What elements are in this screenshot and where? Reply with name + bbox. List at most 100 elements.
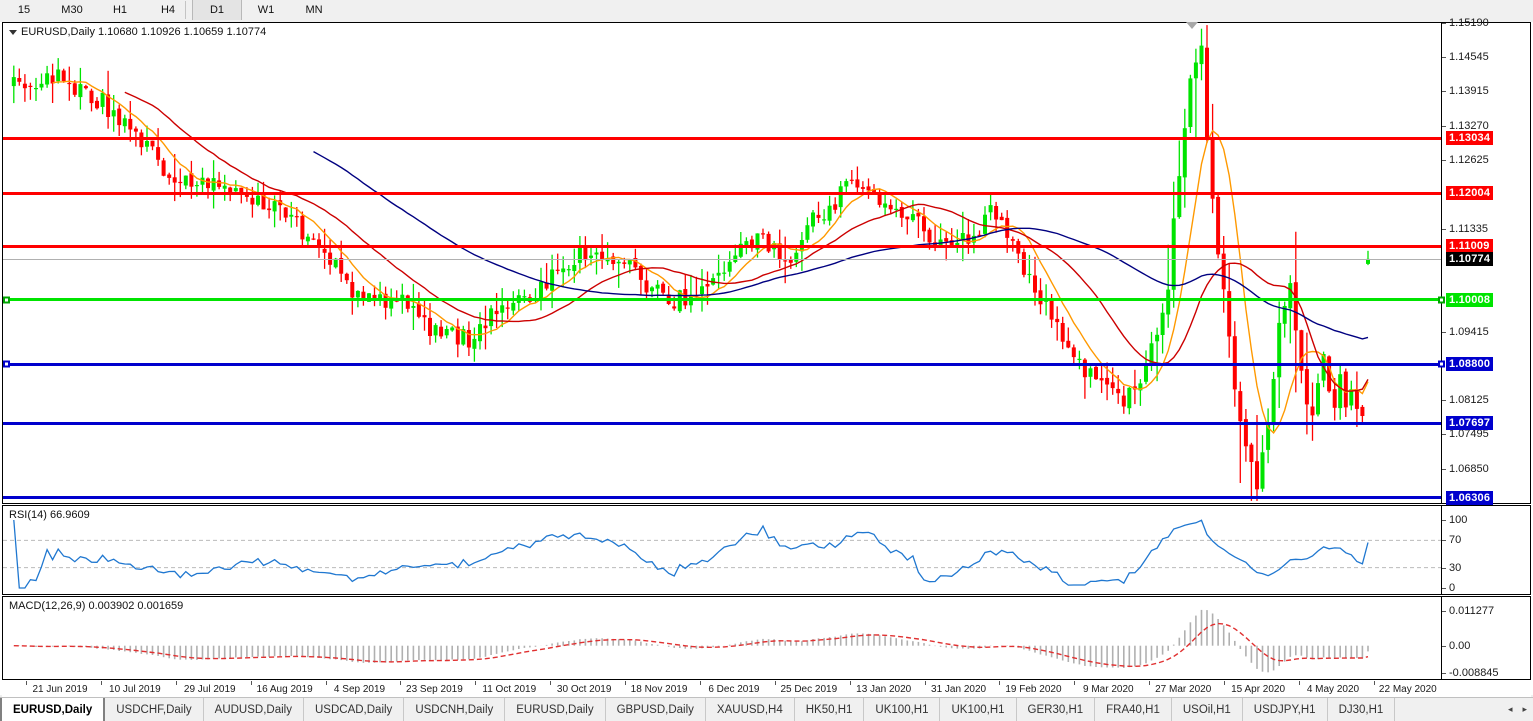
price-axis-label: 1.07495 <box>1449 428 1489 441</box>
chart-tab[interactable]: UK100,H1 <box>864 698 941 721</box>
chart-tab-label: DJ30,H1 <box>1338 703 1384 716</box>
date-axis-label: 11 Oct 2019 <box>482 684 537 695</box>
rsi-axis-tick <box>1442 588 1446 589</box>
macd-axis-tick <box>1442 645 1446 647</box>
date-axis-tick <box>1074 681 1076 685</box>
timeframe-button-h1[interactable]: H1 <box>96 0 144 20</box>
chart-tab-label: USDCNH,Daily <box>415 703 494 716</box>
price-axis-tag-support[interactable]: 1.08800 <box>1446 357 1494 372</box>
date-axis-label: 22 May 2020 <box>1378 684 1437 695</box>
date-axis-tick <box>999 681 1001 685</box>
price-axis[interactable]: 1.15190 1.14545 1.13915 1.13270 1.12625 1.113… <box>1438 17 1530 505</box>
timeframe-button-d1[interactable]: D1 <box>192 0 242 20</box>
timeframe-label: MN <box>305 4 323 16</box>
chart-tab[interactable]: EURUSD,Daily <box>0 698 106 721</box>
price-axis-tick <box>1442 400 1446 402</box>
chart-tab[interactable]: UK100,H1 <box>940 698 1017 721</box>
timeframe-label: D1 <box>209 4 225 16</box>
level-line-1.11009[interactable] <box>3 244 1441 248</box>
macd-plot-area[interactable] <box>3 597 1441 679</box>
level-line-1.08800[interactable] <box>3 362 1441 366</box>
level-line-1.10008[interactable] <box>3 298 1441 302</box>
timeframe-button-h4[interactable]: H4 <box>144 0 192 20</box>
date-axis-label: 16 Aug 2019 <box>256 684 313 695</box>
price-axis-tag-last-price[interactable]: 1.10774 <box>1446 251 1494 266</box>
date-axis-label: 30 Oct 2019 <box>556 684 612 695</box>
date-axis-label: 6 Dec 2019 <box>708 684 760 695</box>
chart-tab-label: EURUSD,Daily <box>516 703 594 716</box>
macd-pane[interactable]: MACD(12,26,9) 0.003902 0.001659 0.011277… <box>2 596 1531 680</box>
chart-tab[interactable]: XAUUSD,H4 <box>705 698 795 721</box>
date-axis-label: 27 Mar 2020 <box>1155 684 1212 695</box>
chart-tab[interactable]: EURUSD,Daily <box>505 698 606 721</box>
chart-tab[interactable]: USDCNH,Daily <box>404 698 506 721</box>
chart-tab[interactable]: USDCHF,Daily <box>105 698 204 721</box>
chart-tab[interactable]: HK50,H1 <box>794 698 865 721</box>
level-drag-handle[interactable] <box>3 360 10 368</box>
price-axis-tick <box>1442 468 1446 470</box>
level-axis-handle[interactable] <box>1438 360 1445 368</box>
chart-tab[interactable]: USDCAD,Daily <box>303 698 405 721</box>
tab-scroll-right-icon[interactable]: ▸ <box>1522 704 1527 714</box>
rsi-axis-label: 0 <box>1449 582 1456 594</box>
macd-axis: 0.011277 0.00 -0.008845 <box>1441 597 1530 679</box>
chart-tab[interactable]: GBPUSD,Daily <box>605 698 706 721</box>
price-axis-tag-resistance[interactable]: 1.13034 <box>1446 131 1494 146</box>
macd-series <box>13 609 1369 673</box>
date-axis-tick <box>26 681 27 685</box>
price-plot-area[interactable] <box>3 23 1441 503</box>
price-axis-tick <box>1442 434 1446 436</box>
timeframe-button-w1[interactable]: W1 <box>242 0 290 20</box>
rsi-pane[interactable]: RSI(14) 66.9609 100 70 30 0 <box>2 505 1531 595</box>
rsi-axis-tick <box>1442 520 1446 521</box>
macd-axis-label: 0.011277 <box>1449 605 1495 617</box>
chart-tab-label: XAUUSD,H4 <box>716 703 783 716</box>
date-axis-tick <box>1224 681 1226 685</box>
collapse-triangle-icon[interactable] <box>9 29 17 35</box>
timeframe-button-m30[interactable]: M30 <box>48 0 96 20</box>
tab-scroll-controls[interactable]: ◂ ▸ <box>1502 698 1533 721</box>
rsi-axis-label: 100 <box>1449 514 1468 526</box>
macd-axis-label: -0.008845 <box>1449 667 1499 679</box>
chart-tab[interactable]: USOil,H1 <box>1171 698 1243 721</box>
price-axis-tick <box>1442 125 1446 127</box>
price-axis-label: 1.15190 <box>1449 17 1489 29</box>
date-axis-label: 21 Jun 2019 <box>32 684 88 695</box>
rsi-plot-area[interactable] <box>3 506 1441 594</box>
toolbar-separator <box>185 1 186 19</box>
level-line-1.07697[interactable] <box>3 421 1441 425</box>
chart-tab[interactable]: DJ30,H1 <box>1327 698 1396 721</box>
price-pane[interactable]: EURUSD,Daily 1.10680 1.10926 1.10659 1.1… <box>2 17 1531 505</box>
date-axis-label: 4 Sep 2019 <box>333 684 386 695</box>
price-axis-tick <box>1442 331 1446 333</box>
date-axis-label: 13 Jan 2020 <box>856 684 912 695</box>
last-price-line <box>3 258 1441 260</box>
level-drag-handle[interactable] <box>3 296 10 304</box>
price-axis-tag-resistance[interactable]: 1.12004 <box>1446 186 1494 201</box>
price-axis-label: 1.11335 <box>1449 222 1488 235</box>
chart-tab[interactable]: USDJPY,H1 <box>1242 698 1328 721</box>
price-axis-tag-support[interactable]: 1.07697 <box>1446 416 1494 431</box>
price-axis-tag-pivot[interactable]: 1.10008 <box>1446 292 1494 307</box>
chart-tab[interactable]: AUDUSD,Daily <box>203 698 304 721</box>
level-axis-handle[interactable] <box>1438 296 1445 304</box>
chart-tab-label: FRA40,H1 <box>1106 703 1160 716</box>
date-axis-tick <box>250 681 252 685</box>
timeframe-label: 15 <box>17 4 31 16</box>
price-pane-label: EURUSD,Daily 1.10680 1.10926 1.10659 1.1… <box>9 26 266 38</box>
timeframe-button-mn[interactable]: MN <box>290 0 338 20</box>
date-axis-tick <box>1298 681 1300 685</box>
chart-tab[interactable]: FRA40,H1 <box>1095 698 1172 721</box>
level-line-1.13034[interactable] <box>3 136 1441 140</box>
level-line-1.12004[interactable] <box>3 191 1441 195</box>
chart-tab[interactable]: GER30,H1 <box>1016 698 1096 721</box>
level-line-1.06306[interactable] <box>3 496 1441 500</box>
date-axis-tick <box>475 681 477 685</box>
chart-tab-label: EURUSD,Daily <box>13 703 93 716</box>
price-axis-tag-support[interactable]: 1.06306 <box>1446 490 1494 505</box>
price-axis-tag-resistance[interactable]: 1.11009 <box>1446 239 1493 254</box>
date-axis-label: 25 Dec 2019 <box>780 684 838 695</box>
timeframe-button-15[interactable]: 15 <box>0 0 48 20</box>
date-axis-label: 10 Jul 2019 <box>109 684 161 695</box>
tab-scroll-left-icon[interactable]: ◂ <box>1507 704 1513 714</box>
